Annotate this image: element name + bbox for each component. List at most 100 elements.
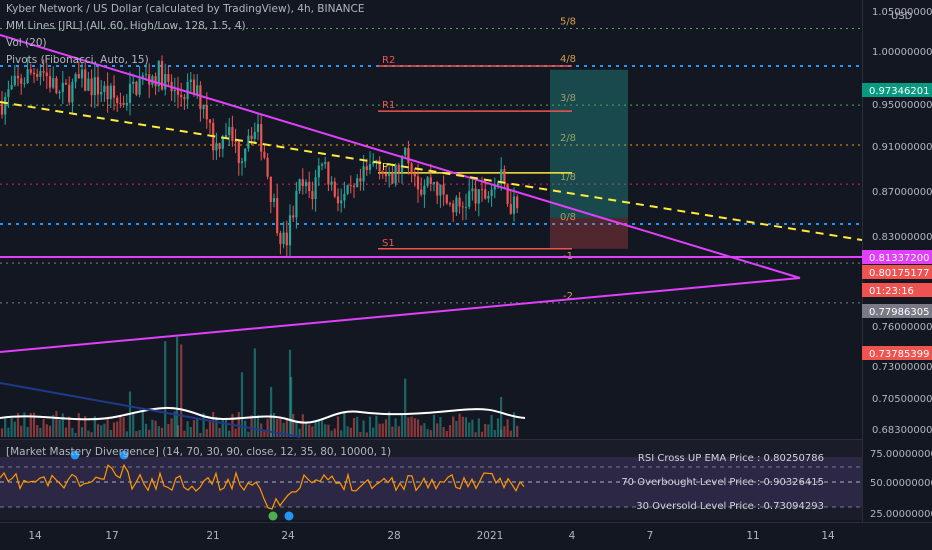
volume-bar — [170, 418, 173, 437]
volume-bar — [292, 413, 295, 437]
candle-body — [496, 183, 500, 186]
candle-body — [308, 181, 311, 192]
indicator-legend[interactable]: [Market Mastery Divergence] (14, 70, 30,… — [6, 446, 392, 458]
volume-bar — [426, 428, 429, 437]
volume-bar — [250, 415, 253, 437]
volume-bar — [253, 348, 256, 437]
candle-body — [64, 82, 68, 85]
candle-body — [365, 166, 368, 170]
volume-legend[interactable]: Vol (20) — [6, 37, 47, 49]
candle-body — [4, 96, 7, 115]
candle-body — [189, 79, 192, 82]
volume-bar — [52, 414, 55, 437]
candle-body — [42, 71, 45, 73]
volume-bar — [29, 413, 32, 437]
volume-bar — [301, 414, 304, 437]
volume-bar — [509, 430, 512, 437]
volume-bar — [439, 417, 442, 437]
volume-bar — [410, 416, 413, 437]
mm-lines-legend[interactable]: MM Lines [JRL] (All, 60, High/Low, 128, … — [6, 20, 246, 32]
volume-bar — [141, 411, 144, 437]
candle-body — [333, 181, 336, 197]
candle-body — [23, 83, 26, 85]
candle-body — [423, 185, 426, 195]
volume-bar — [487, 424, 490, 437]
volume-bar — [189, 427, 192, 437]
candle-body — [26, 69, 29, 84]
candle-body — [503, 169, 506, 184]
volume-bar — [477, 418, 480, 437]
candle-body — [324, 162, 327, 164]
pivot-label: R2 — [382, 55, 395, 66]
candle-body — [96, 77, 100, 95]
candle-body — [256, 124, 260, 132]
price-label-bg — [862, 250, 932, 264]
candle-body — [301, 179, 304, 187]
candle-body — [461, 206, 464, 208]
volume-bar — [420, 425, 423, 437]
volume-bar — [135, 431, 138, 437]
volume-bar — [404, 378, 407, 437]
candle-body — [52, 78, 55, 88]
volume-bar — [224, 417, 228, 437]
time-axis — [0, 522, 932, 550]
price-label-bg — [862, 83, 932, 97]
candle-body — [58, 92, 61, 94]
volume-bar — [317, 420, 320, 437]
volume-bar — [228, 430, 231, 437]
candle-body — [45, 72, 48, 77]
volume-bar — [343, 411, 346, 437]
candle-body — [372, 161, 375, 165]
volume-bar — [320, 419, 324, 437]
candle-body — [388, 172, 391, 177]
candle-body — [160, 61, 164, 90]
volume-bar — [461, 416, 464, 437]
candle-body — [250, 135, 253, 139]
bear-divergence-marker — [119, 450, 129, 460]
volume-bar — [68, 416, 71, 437]
price-label-bg — [862, 265, 932, 279]
candle-body — [39, 71, 42, 77]
volume-bar — [173, 411, 176, 437]
pivots-legend[interactable]: Pivots (Fibonacci, Auto, 15) — [6, 54, 149, 66]
candle-body — [416, 176, 420, 190]
candle-body — [480, 189, 484, 191]
volume-bar — [365, 432, 368, 437]
candle-body — [228, 126, 231, 136]
volume-bar — [327, 424, 330, 437]
candle-body — [186, 81, 189, 100]
candle-body — [298, 179, 301, 191]
candle-body — [471, 188, 474, 192]
candle-body — [0, 103, 4, 115]
volume-bar — [270, 387, 273, 437]
volume-bar — [244, 420, 247, 437]
candle-body — [180, 94, 183, 98]
candle-body — [490, 189, 493, 197]
x-axis-tick: 17 — [105, 530, 118, 542]
candle-body — [429, 177, 432, 184]
volume-bar — [311, 426, 314, 437]
volume-bar — [512, 412, 516, 437]
volume-ma-line — [0, 407, 526, 424]
candle-body — [116, 97, 119, 103]
x-axis-tick: 14 — [821, 530, 835, 542]
candle-body — [458, 197, 461, 207]
volume-bar — [349, 427, 352, 437]
candle-body — [234, 141, 237, 143]
volume-bar — [308, 424, 311, 437]
volume-bar — [352, 417, 356, 437]
y-axis-tick: 1.05000000 — [872, 7, 932, 18]
candle-body — [516, 196, 519, 209]
volume-bar — [455, 420, 458, 437]
candle-body — [394, 164, 397, 184]
mm-level-label: 4/8 — [560, 54, 576, 65]
x-axis-tick: 28 — [387, 530, 400, 542]
pivot-label: P — [382, 162, 388, 173]
candle-body — [125, 102, 128, 105]
volume-bar — [100, 425, 103, 437]
price-label: 0.77986305 — [869, 307, 929, 318]
candle-body — [84, 69, 87, 91]
volume-bar — [61, 413, 64, 437]
candle-body — [455, 197, 458, 213]
